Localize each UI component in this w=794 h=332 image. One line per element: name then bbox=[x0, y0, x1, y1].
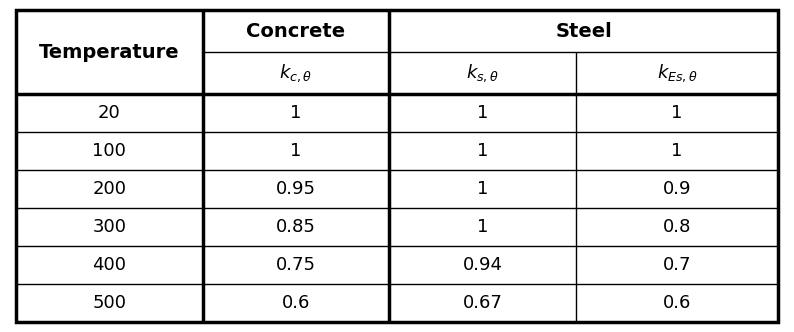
Text: 1: 1 bbox=[672, 142, 683, 160]
Text: 0.9: 0.9 bbox=[663, 180, 692, 198]
Text: $k_{Es,\theta}$: $k_{Es,\theta}$ bbox=[657, 62, 698, 84]
Text: 0.8: 0.8 bbox=[663, 218, 692, 236]
Text: 1: 1 bbox=[672, 104, 683, 122]
Text: 400: 400 bbox=[92, 256, 126, 274]
Text: 0.6: 0.6 bbox=[282, 294, 310, 312]
Text: 200: 200 bbox=[92, 180, 126, 198]
Text: 0.94: 0.94 bbox=[463, 256, 503, 274]
Text: 0.75: 0.75 bbox=[276, 256, 316, 274]
Text: 1: 1 bbox=[477, 180, 488, 198]
Text: 0.85: 0.85 bbox=[276, 218, 316, 236]
Text: $k_{s,\theta}$: $k_{s,\theta}$ bbox=[466, 62, 499, 84]
Text: 1: 1 bbox=[291, 142, 302, 160]
Text: Temperature: Temperature bbox=[39, 42, 179, 62]
Text: 20: 20 bbox=[98, 104, 121, 122]
Text: 1: 1 bbox=[477, 142, 488, 160]
Text: 0.67: 0.67 bbox=[463, 294, 503, 312]
Text: 500: 500 bbox=[92, 294, 126, 312]
Text: 1: 1 bbox=[477, 218, 488, 236]
Text: 0.6: 0.6 bbox=[663, 294, 692, 312]
Text: 1: 1 bbox=[291, 104, 302, 122]
Text: 0.95: 0.95 bbox=[276, 180, 316, 198]
Text: $k_{c,\theta}$: $k_{c,\theta}$ bbox=[279, 62, 313, 84]
Text: 300: 300 bbox=[92, 218, 126, 236]
Text: 0.7: 0.7 bbox=[663, 256, 692, 274]
Text: Steel: Steel bbox=[555, 22, 612, 41]
Text: 1: 1 bbox=[477, 104, 488, 122]
Text: 100: 100 bbox=[92, 142, 126, 160]
Text: Concrete: Concrete bbox=[246, 22, 345, 41]
